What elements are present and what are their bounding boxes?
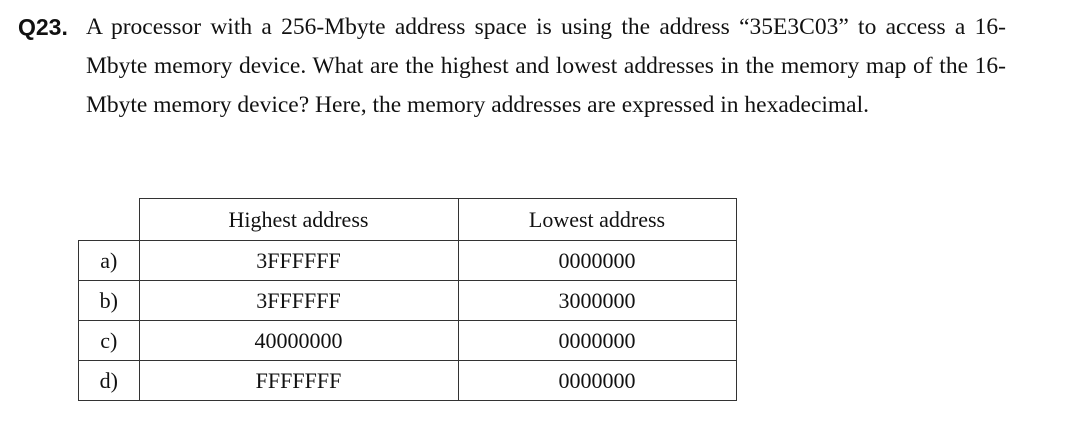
highest-address-cell: 3FFFFFF (138, 280, 459, 321)
table-row: d) FFFFFFF 0000000 (78, 360, 737, 401)
highest-address-cell: 40000000 (138, 320, 459, 361)
highest-address-cell: FFFFFFF (138, 360, 459, 401)
table-row: c) 40000000 0000000 (78, 320, 737, 361)
lowest-address-cell: 0000000 (457, 240, 737, 281)
lowest-address-header: Lowest address (457, 198, 737, 241)
option-label: c) (78, 320, 140, 361)
option-label: a) (78, 240, 140, 281)
answer-options-table: Highest address Lowest address a) 3FFFFF… (78, 198, 737, 401)
table-corner-cell (78, 198, 140, 241)
question-text: A processor with a 256-Mbyte address spa… (86, 14, 1006, 118)
table-row: b) 3FFFFFF 3000000 (78, 280, 737, 321)
lowest-address-cell: 3000000 (457, 280, 737, 321)
highest-address-header: Highest address (138, 198, 459, 241)
table-header-row: Highest address Lowest address (78, 198, 737, 241)
highest-address-cell: 3FFFFFF (138, 240, 459, 281)
table-row: a) 3FFFFFF 0000000 (78, 240, 737, 281)
lowest-address-cell: 0000000 (457, 320, 737, 361)
option-label: d) (78, 360, 140, 401)
question-number: Q23. (18, 14, 68, 40)
option-label: b) (78, 280, 140, 321)
lowest-address-cell: 0000000 (457, 360, 737, 401)
